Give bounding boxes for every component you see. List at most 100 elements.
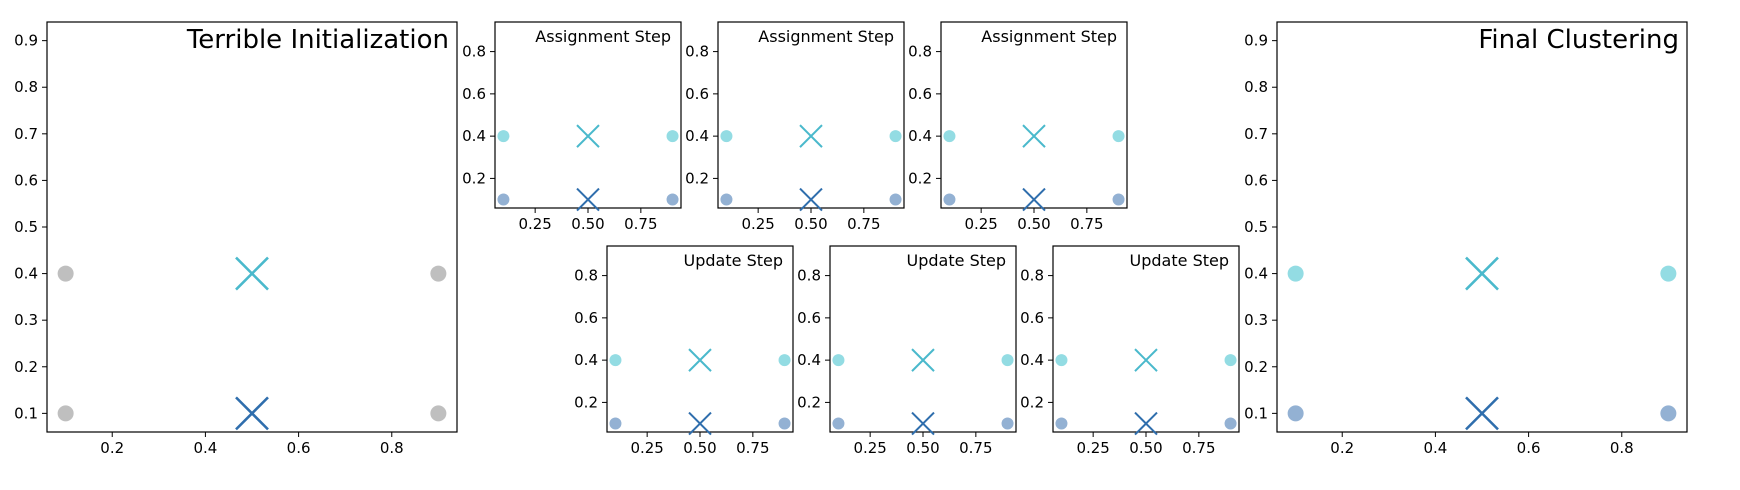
data-point <box>720 193 733 206</box>
y-tick-label: 0.3 <box>1244 311 1268 329</box>
panel-update-step-5: 0.25 0.50 0.75 0.2 0.4 0.6 0.8 Update Step <box>797 245 1017 457</box>
centroid-marker <box>235 256 269 291</box>
panel-title: Update Step <box>907 251 1006 270</box>
axes-frame <box>940 21 1128 209</box>
y-tick-label: 0.9 <box>14 32 38 50</box>
centroid-stroke <box>688 411 712 436</box>
centroid-marker <box>799 187 823 212</box>
x-tick-label: 0.2 <box>100 439 124 457</box>
y-tick-label: 0.7 <box>14 125 38 143</box>
data-point <box>1001 354 1014 367</box>
data-point <box>609 354 622 367</box>
axes-frame <box>1276 21 1688 433</box>
data-point <box>57 405 74 422</box>
centroid-stroke <box>1465 256 1499 291</box>
data-point <box>720 130 733 143</box>
y-tick-label: 0.2 <box>462 169 486 187</box>
panel-title: Terrible Initialization <box>186 25 449 55</box>
data-point <box>889 130 902 143</box>
data-point <box>832 354 845 367</box>
data-point <box>666 130 679 143</box>
data-point <box>666 193 679 206</box>
panel-title: Assignment Step <box>981 27 1117 46</box>
panel-terrible-initialization-0: 0.2 0.4 0.6 0.8 0.1 0.2 0.3 0.4 0.5 0.6 0.7 0.8 0.9 T… <box>14 21 458 457</box>
data-point <box>943 193 956 206</box>
x-tick-label: 0.25 <box>630 439 663 457</box>
centroid-stroke <box>799 124 823 148</box>
y-tick-label: 0.6 <box>574 309 598 327</box>
centroid-stroke <box>911 348 935 372</box>
x-tick-label: 0.8 <box>380 439 404 457</box>
x-tick-label: 0.25 <box>853 439 886 457</box>
y-tick-label: 0.7 <box>1244 125 1268 143</box>
x-tick-label: 0.50 <box>794 215 827 233</box>
x-tick-label: 0.75 <box>1070 215 1103 233</box>
data-point <box>1287 265 1304 282</box>
centroid-marker <box>1134 411 1158 436</box>
panel-title: Update Step <box>684 251 783 270</box>
y-tick-label: 0.2 <box>797 393 821 411</box>
data-point <box>497 193 510 206</box>
x-tick-label: 0.6 <box>1517 439 1541 457</box>
centroid-marker <box>911 411 935 436</box>
centroid-stroke <box>235 256 269 291</box>
y-tick-label: 0.5 <box>14 218 38 236</box>
data-point <box>778 354 791 367</box>
x-tick-label: 0.25 <box>518 215 551 233</box>
data-point <box>1287 405 1304 422</box>
data-point <box>832 417 845 430</box>
data-point <box>889 193 902 206</box>
y-tick-label: 0.2 <box>14 358 38 376</box>
data-point <box>1055 417 1068 430</box>
y-tick-label: 0.2 <box>1020 393 1044 411</box>
y-tick-label: 0.4 <box>685 127 709 145</box>
centroid-marker <box>1465 256 1499 291</box>
x-tick-label: 0.75 <box>959 439 992 457</box>
y-tick-label: 0.6 <box>908 85 932 103</box>
y-tick-label: 0.4 <box>1020 351 1044 369</box>
data-point <box>1112 193 1125 206</box>
x-tick-label: 0.4 <box>193 439 217 457</box>
y-tick-label: 0.2 <box>908 169 932 187</box>
y-tick-label: 0.8 <box>908 43 932 61</box>
y-tick-label: 0.2 <box>574 393 598 411</box>
data-point <box>1660 405 1677 422</box>
centroid-stroke <box>235 396 269 431</box>
data-point <box>609 417 622 430</box>
centroid-marker <box>1465 396 1499 431</box>
centroid-stroke <box>576 124 600 148</box>
y-tick-label: 0.6 <box>14 171 38 189</box>
y-tick-label: 0.5 <box>1244 218 1268 236</box>
centroid-marker <box>1134 348 1158 372</box>
centroid-stroke <box>1134 348 1158 372</box>
x-tick-label: 0.50 <box>571 215 604 233</box>
centroid-marker <box>688 348 712 372</box>
panel-title: Update Step <box>1130 251 1229 270</box>
data-point <box>430 405 447 422</box>
y-tick-label: 0.4 <box>574 351 598 369</box>
data-point <box>943 130 956 143</box>
y-tick-label: 0.1 <box>1244 404 1268 422</box>
panel-update-step-4: 0.25 0.50 0.75 0.2 0.4 0.6 0.8 Update Step <box>574 245 794 457</box>
panel-final-clustering-7: 0.2 0.4 0.6 0.8 0.1 0.2 0.3 0.4 0.5 0.6 0.7 0.8 0.9 F… <box>1244 21 1688 457</box>
centroid-stroke <box>799 187 823 212</box>
data-point <box>1001 417 1014 430</box>
centroid-marker <box>1022 124 1046 148</box>
y-tick-label: 0.6 <box>1244 171 1268 189</box>
centroid-marker <box>576 124 600 148</box>
centroid-marker <box>576 187 600 212</box>
y-tick-label: 0.8 <box>462 43 486 61</box>
x-tick-label: 0.75 <box>736 439 769 457</box>
panel-title: Assignment Step <box>758 27 894 46</box>
x-tick-label: 0.50 <box>683 439 716 457</box>
y-tick-label: 0.8 <box>685 43 709 61</box>
x-tick-label: 0.50 <box>1017 215 1050 233</box>
data-point <box>1112 130 1125 143</box>
x-tick-label: 0.4 <box>1423 439 1447 457</box>
x-tick-label: 0.8 <box>1610 439 1634 457</box>
centroid-stroke <box>911 411 935 436</box>
centroid-stroke <box>1465 396 1499 431</box>
y-tick-label: 0.3 <box>14 311 38 329</box>
axes-frame <box>1052 245 1240 433</box>
